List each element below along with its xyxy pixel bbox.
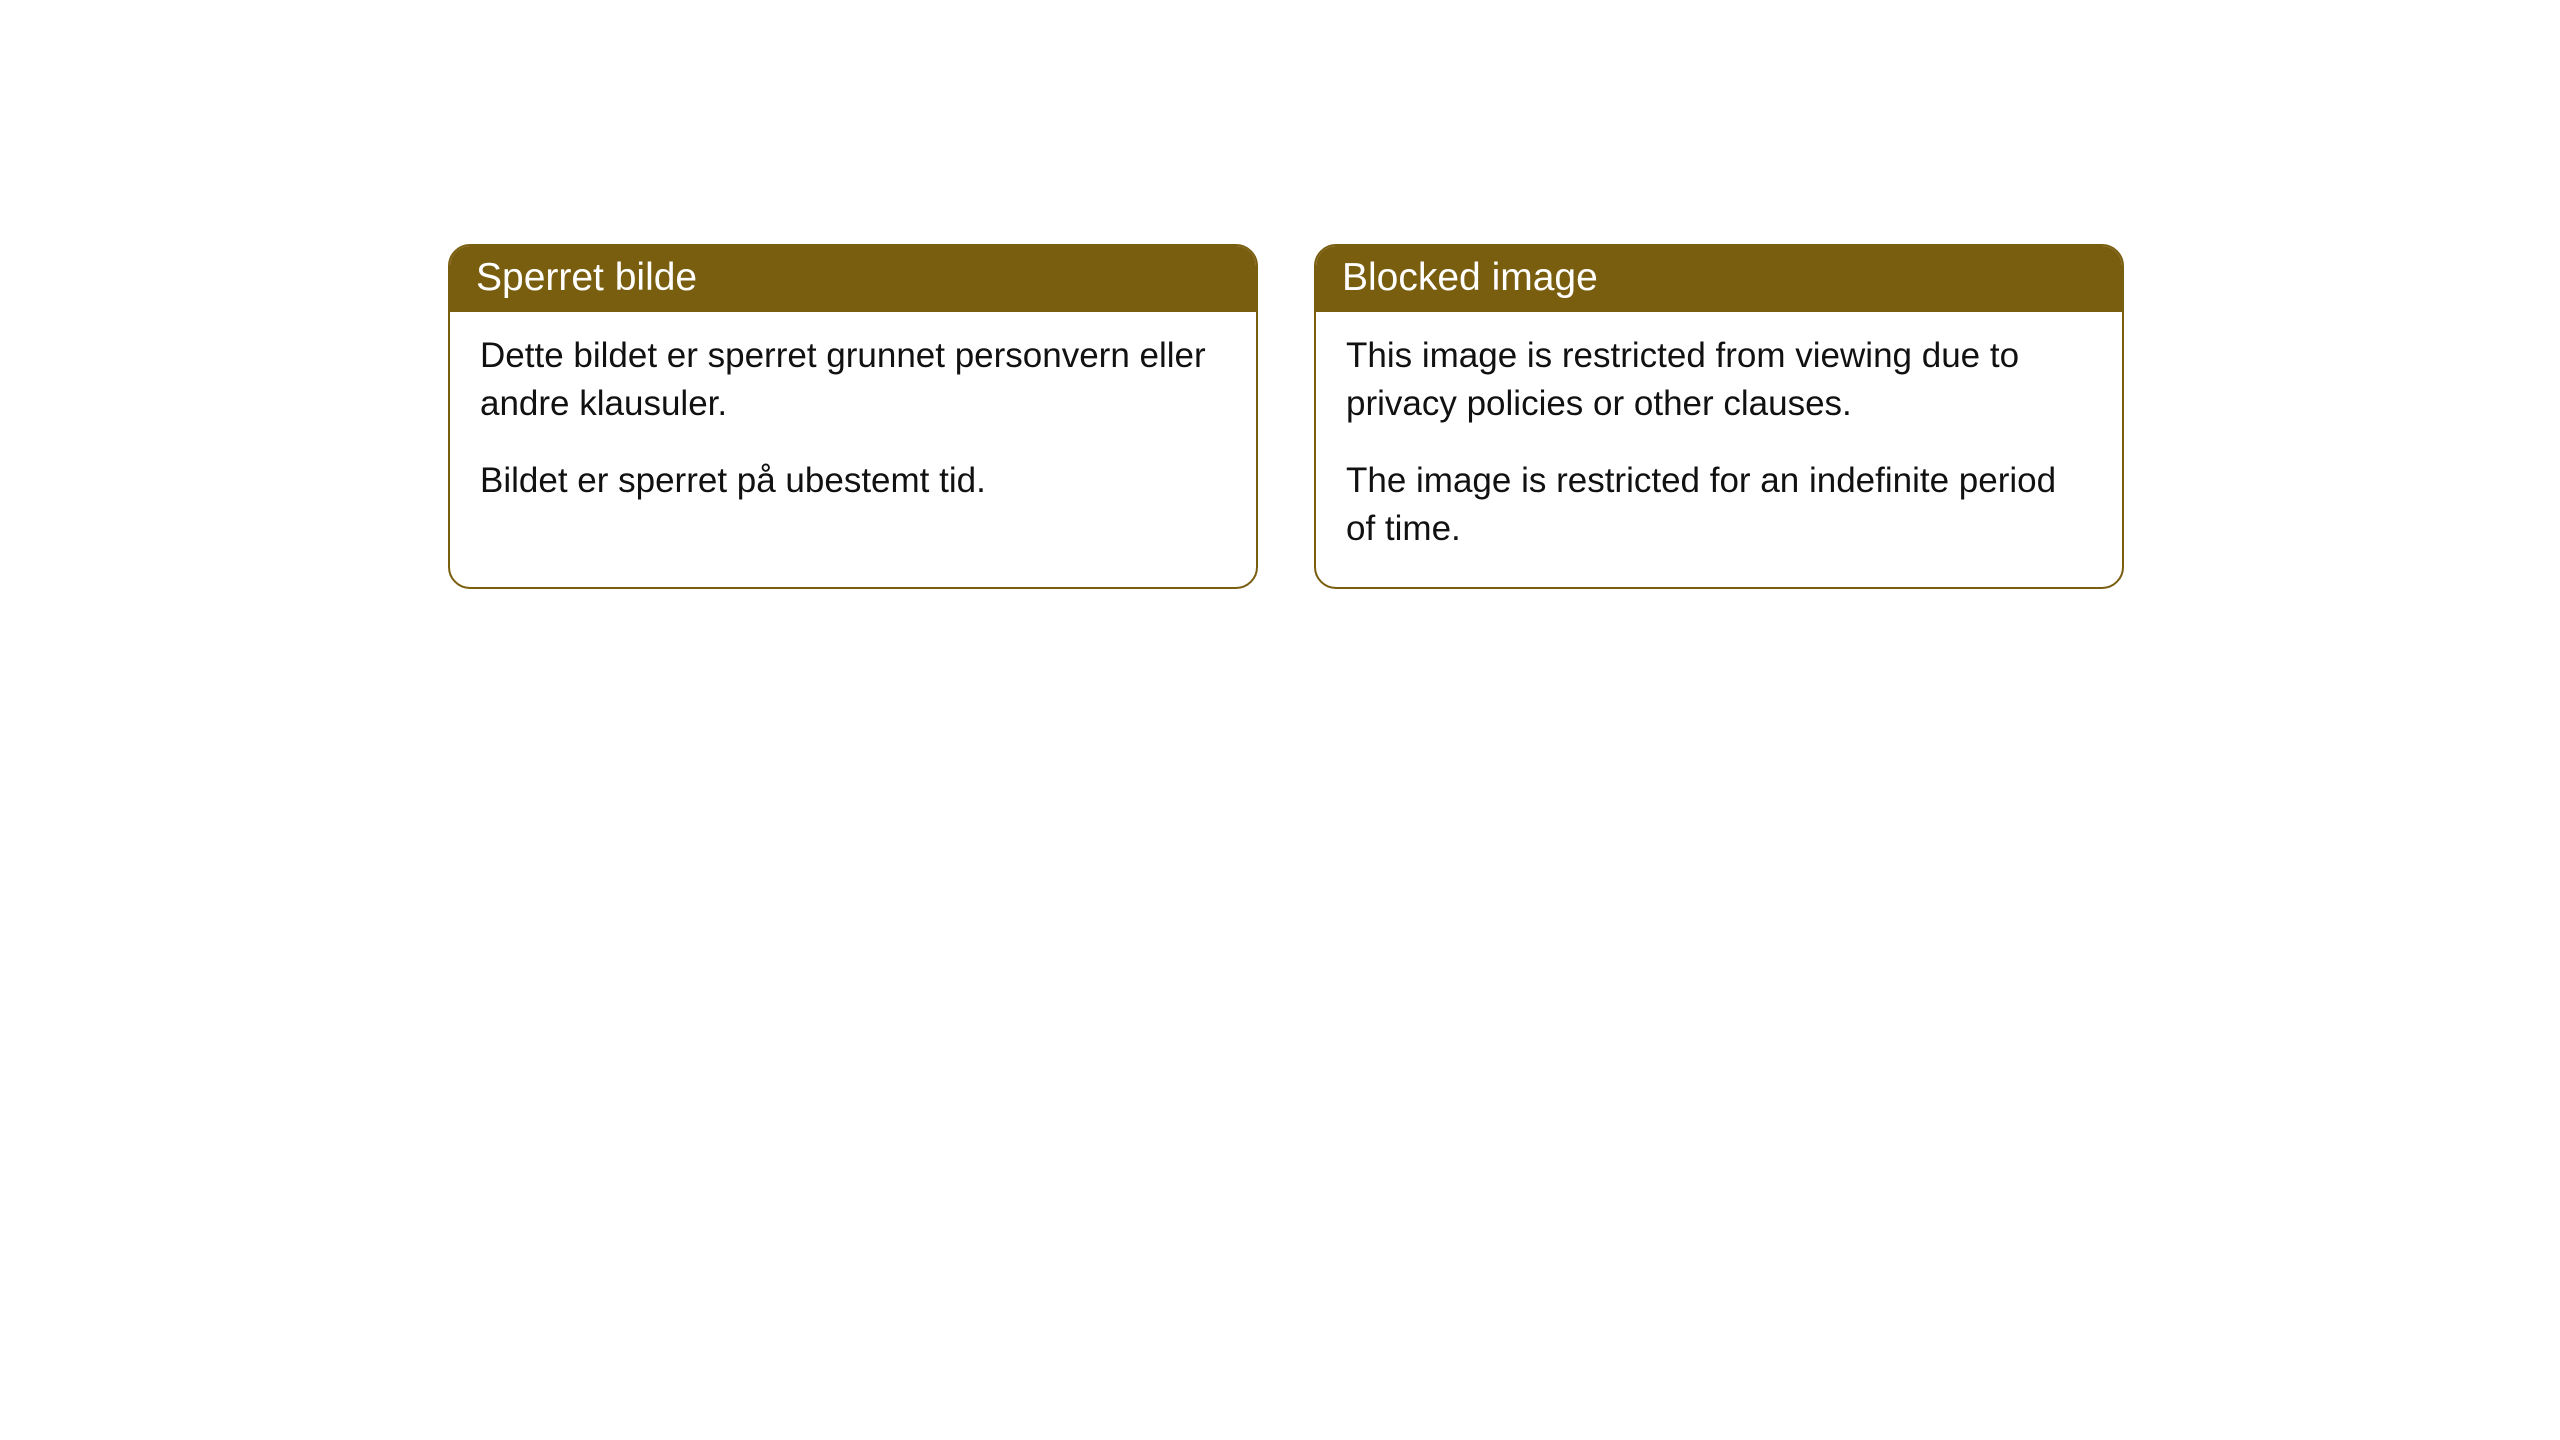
card-paragraph: This image is restricted from viewing du… [1346,332,2092,429]
card-header-english: Blocked image [1316,246,2122,312]
card-title: Sperret bilde [476,256,697,299]
notice-cards-container: Sperret bilde Dette bildet er sperret gr… [0,0,2560,589]
card-paragraph: The image is restricted for an indefinit… [1346,457,2092,554]
card-body-english: This image is restricted from viewing du… [1316,312,2122,587]
card-paragraph: Bildet er sperret på ubestemt tid. [480,457,1226,505]
card-paragraph: Dette bildet er sperret grunnet personve… [480,332,1226,429]
card-title: Blocked image [1342,256,1598,299]
card-body-norwegian: Dette bildet er sperret grunnet personve… [450,312,1256,539]
card-header-norwegian: Sperret bilde [450,246,1256,312]
notice-card-norwegian: Sperret bilde Dette bildet er sperret gr… [448,244,1258,589]
notice-card-english: Blocked image This image is restricted f… [1314,244,2124,589]
